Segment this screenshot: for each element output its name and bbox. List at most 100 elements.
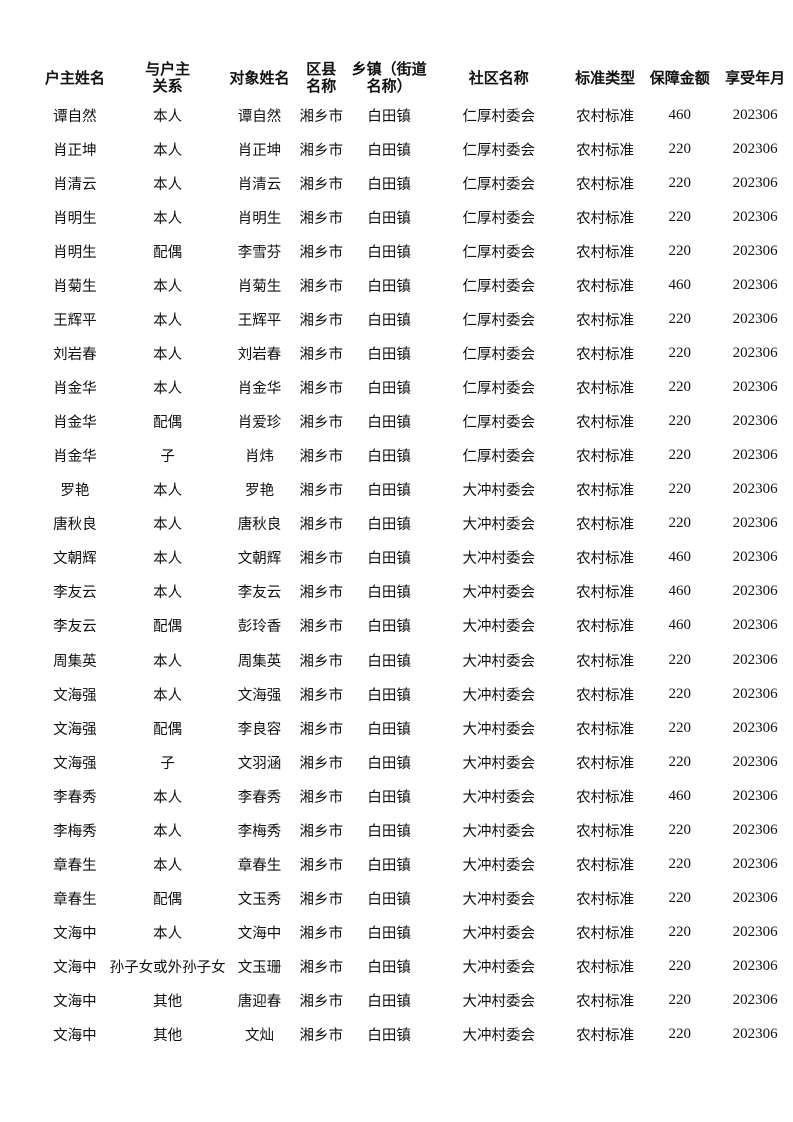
cell-period: 202306: [732, 753, 778, 770]
cell-householder-name: 谭自然: [53, 108, 97, 125]
cell-relation: 配偶: [153, 721, 183, 738]
cell-county: 湘乡市: [299, 551, 343, 568]
cell-town: 白田镇: [367, 381, 411, 398]
cell-standard-type: 农村标准: [576, 312, 635, 329]
cell-county: 湘乡市: [299, 687, 343, 704]
cell-subject-name: 肖爱珍: [237, 415, 282, 432]
cell-householder-name: 章春生: [53, 891, 97, 908]
table-row: 周集英 本人 周集英 湘乡市 白田镇 大冲村委会 农村标准 220 202306: [40, 643, 793, 677]
cell-standard-type: 农村标准: [576, 278, 635, 295]
cell-period: 202306: [732, 719, 778, 736]
cell-standard-type: 农村标准: [576, 926, 635, 943]
cell-subject-name: 文羽涵: [237, 755, 282, 772]
cell-relation: 本人: [153, 653, 183, 670]
cell-amount: 460: [668, 549, 691, 566]
cell-standard-type: 农村标准: [576, 244, 635, 261]
table-row: 章春生 本人 章春生 湘乡市 白田镇 大冲村委会 农村标准 220 202306: [40, 847, 793, 881]
cell-subject-name: 李友云: [237, 585, 282, 602]
table-row: 李春秀 本人 李春秀 湘乡市 白田镇 大冲村委会 农村标准 460 202306: [40, 779, 793, 813]
cell-householder-name: 文海中: [53, 994, 97, 1011]
cell-subject-name: 肖明生: [237, 210, 282, 227]
table-row: 肖金华 本人 肖金华 湘乡市 白田镇 仁厚村委会 农村标准 220 202306: [40, 371, 793, 405]
cell-community: 大冲村委会: [462, 857, 535, 874]
header-town: 乡镇（街道名称）: [349, 58, 429, 98]
cell-standard-type: 农村标准: [576, 1028, 635, 1045]
table-row: 罗艳 本人 罗艳 湘乡市 白田镇 大冲村委会 农村标准 220 202306: [40, 473, 793, 507]
cell-relation: 配偶: [153, 619, 183, 636]
cell-amount: 220: [668, 140, 691, 157]
header-community: 社区名称: [468, 68, 529, 87]
cell-amount: 220: [668, 924, 691, 941]
cell-community: 大冲村委会: [462, 823, 535, 840]
table-row: 文海中 本人 文海中 湘乡市 白田镇 大冲村委会 农村标准 220 202306: [40, 916, 793, 950]
table-row: 文海中 孙子女或外孙子女 文玉珊 湘乡市 白田镇 大冲村委会 农村标准 220 202306: [40, 950, 793, 984]
cell-community: 仁厚村委会: [462, 415, 535, 432]
table-row: 文海中 其他 唐迎春 湘乡市 白田镇 大冲村委会 农村标准 220 202306: [40, 984, 793, 1018]
header-relation: 与户主关系: [110, 58, 226, 98]
cell-subject-name: 肖正坤: [237, 142, 282, 159]
cell-amount: 220: [668, 753, 691, 770]
header-amount: 保障金额: [649, 68, 710, 87]
cell-standard-type: 农村标准: [576, 210, 635, 227]
cell-community: 大冲村委会: [462, 551, 535, 568]
cell-standard-type: 农村标准: [576, 994, 635, 1011]
cell-standard-type: 农村标准: [576, 142, 635, 159]
cell-community: 大冲村委会: [462, 960, 535, 977]
cell-period: 202306: [732, 242, 778, 259]
cell-relation: 本人: [153, 312, 183, 329]
cell-amount: 220: [668, 208, 691, 225]
cell-town: 白田镇: [367, 960, 411, 977]
cell-subject-name: 文玉珊: [237, 960, 282, 977]
cell-householder-name: 李友云: [53, 585, 97, 602]
cell-relation: 子: [160, 449, 175, 466]
cell-community: 大冲村委会: [462, 926, 535, 943]
cell-community: 大冲村委会: [462, 585, 535, 602]
cell-county: 湘乡市: [299, 891, 343, 908]
cell-period: 202306: [732, 1026, 778, 1043]
cell-amount: 460: [668, 617, 691, 634]
cell-town: 白田镇: [367, 891, 411, 908]
cell-county: 湘乡市: [299, 994, 343, 1011]
table-row: 肖金华 配偶 肖爱珍 湘乡市 白田镇 仁厚村委会 农村标准 220 202306: [40, 405, 793, 439]
cell-amount: 220: [668, 413, 691, 430]
cell-amount: 220: [668, 651, 691, 668]
cell-amount: 220: [668, 242, 691, 259]
cell-amount: 220: [668, 379, 691, 396]
cell-county: 湘乡市: [299, 721, 343, 738]
cell-relation: 本人: [153, 108, 183, 125]
cell-period: 202306: [732, 924, 778, 941]
cell-town: 白田镇: [367, 244, 411, 261]
cell-county: 湘乡市: [299, 210, 343, 227]
cell-standard-type: 农村标准: [576, 823, 635, 840]
cell-relation: 其他: [153, 1028, 183, 1045]
cell-subject-name: 文灿: [244, 1028, 274, 1045]
cell-county: 湘乡市: [299, 381, 343, 398]
cell-householder-name: 文海中: [53, 1028, 97, 1045]
cell-town: 白田镇: [367, 449, 411, 466]
cell-householder-name: 肖明生: [53, 244, 97, 261]
cell-community: 仁厚村委会: [462, 210, 535, 227]
cell-standard-type: 农村标准: [576, 619, 635, 636]
cell-county: 湘乡市: [299, 108, 343, 125]
cell-county: 湘乡市: [299, 278, 343, 295]
cell-householder-name: 刘岩春: [53, 346, 97, 363]
cell-subject-name: 李雪芬: [237, 244, 282, 261]
cell-county: 湘乡市: [299, 142, 343, 159]
cell-community: 仁厚村委会: [462, 346, 535, 363]
cell-community: 大冲村委会: [462, 994, 535, 1011]
cell-subject-name: 肖金华: [237, 381, 282, 398]
cell-subject-name: 肖清云: [237, 176, 282, 193]
cell-relation: 本人: [153, 517, 183, 534]
cell-householder-name: 肖正坤: [53, 142, 97, 159]
cell-relation: 配偶: [153, 891, 183, 908]
cell-period: 202306: [732, 549, 778, 566]
cell-county: 湘乡市: [299, 176, 343, 193]
beneficiary-table: 户主姓名 与户主关系 对象姓名 区县名称 乡镇（街道名称） 社区名称 标准类型 …: [40, 58, 793, 1052]
cell-town: 白田镇: [367, 517, 411, 534]
cell-standard-type: 农村标准: [576, 483, 635, 500]
cell-subject-name: 文海中: [237, 926, 282, 943]
cell-relation: 本人: [153, 823, 183, 840]
cell-town: 白田镇: [367, 823, 411, 840]
cell-town: 白田镇: [367, 585, 411, 602]
cell-county: 湘乡市: [299, 926, 343, 943]
